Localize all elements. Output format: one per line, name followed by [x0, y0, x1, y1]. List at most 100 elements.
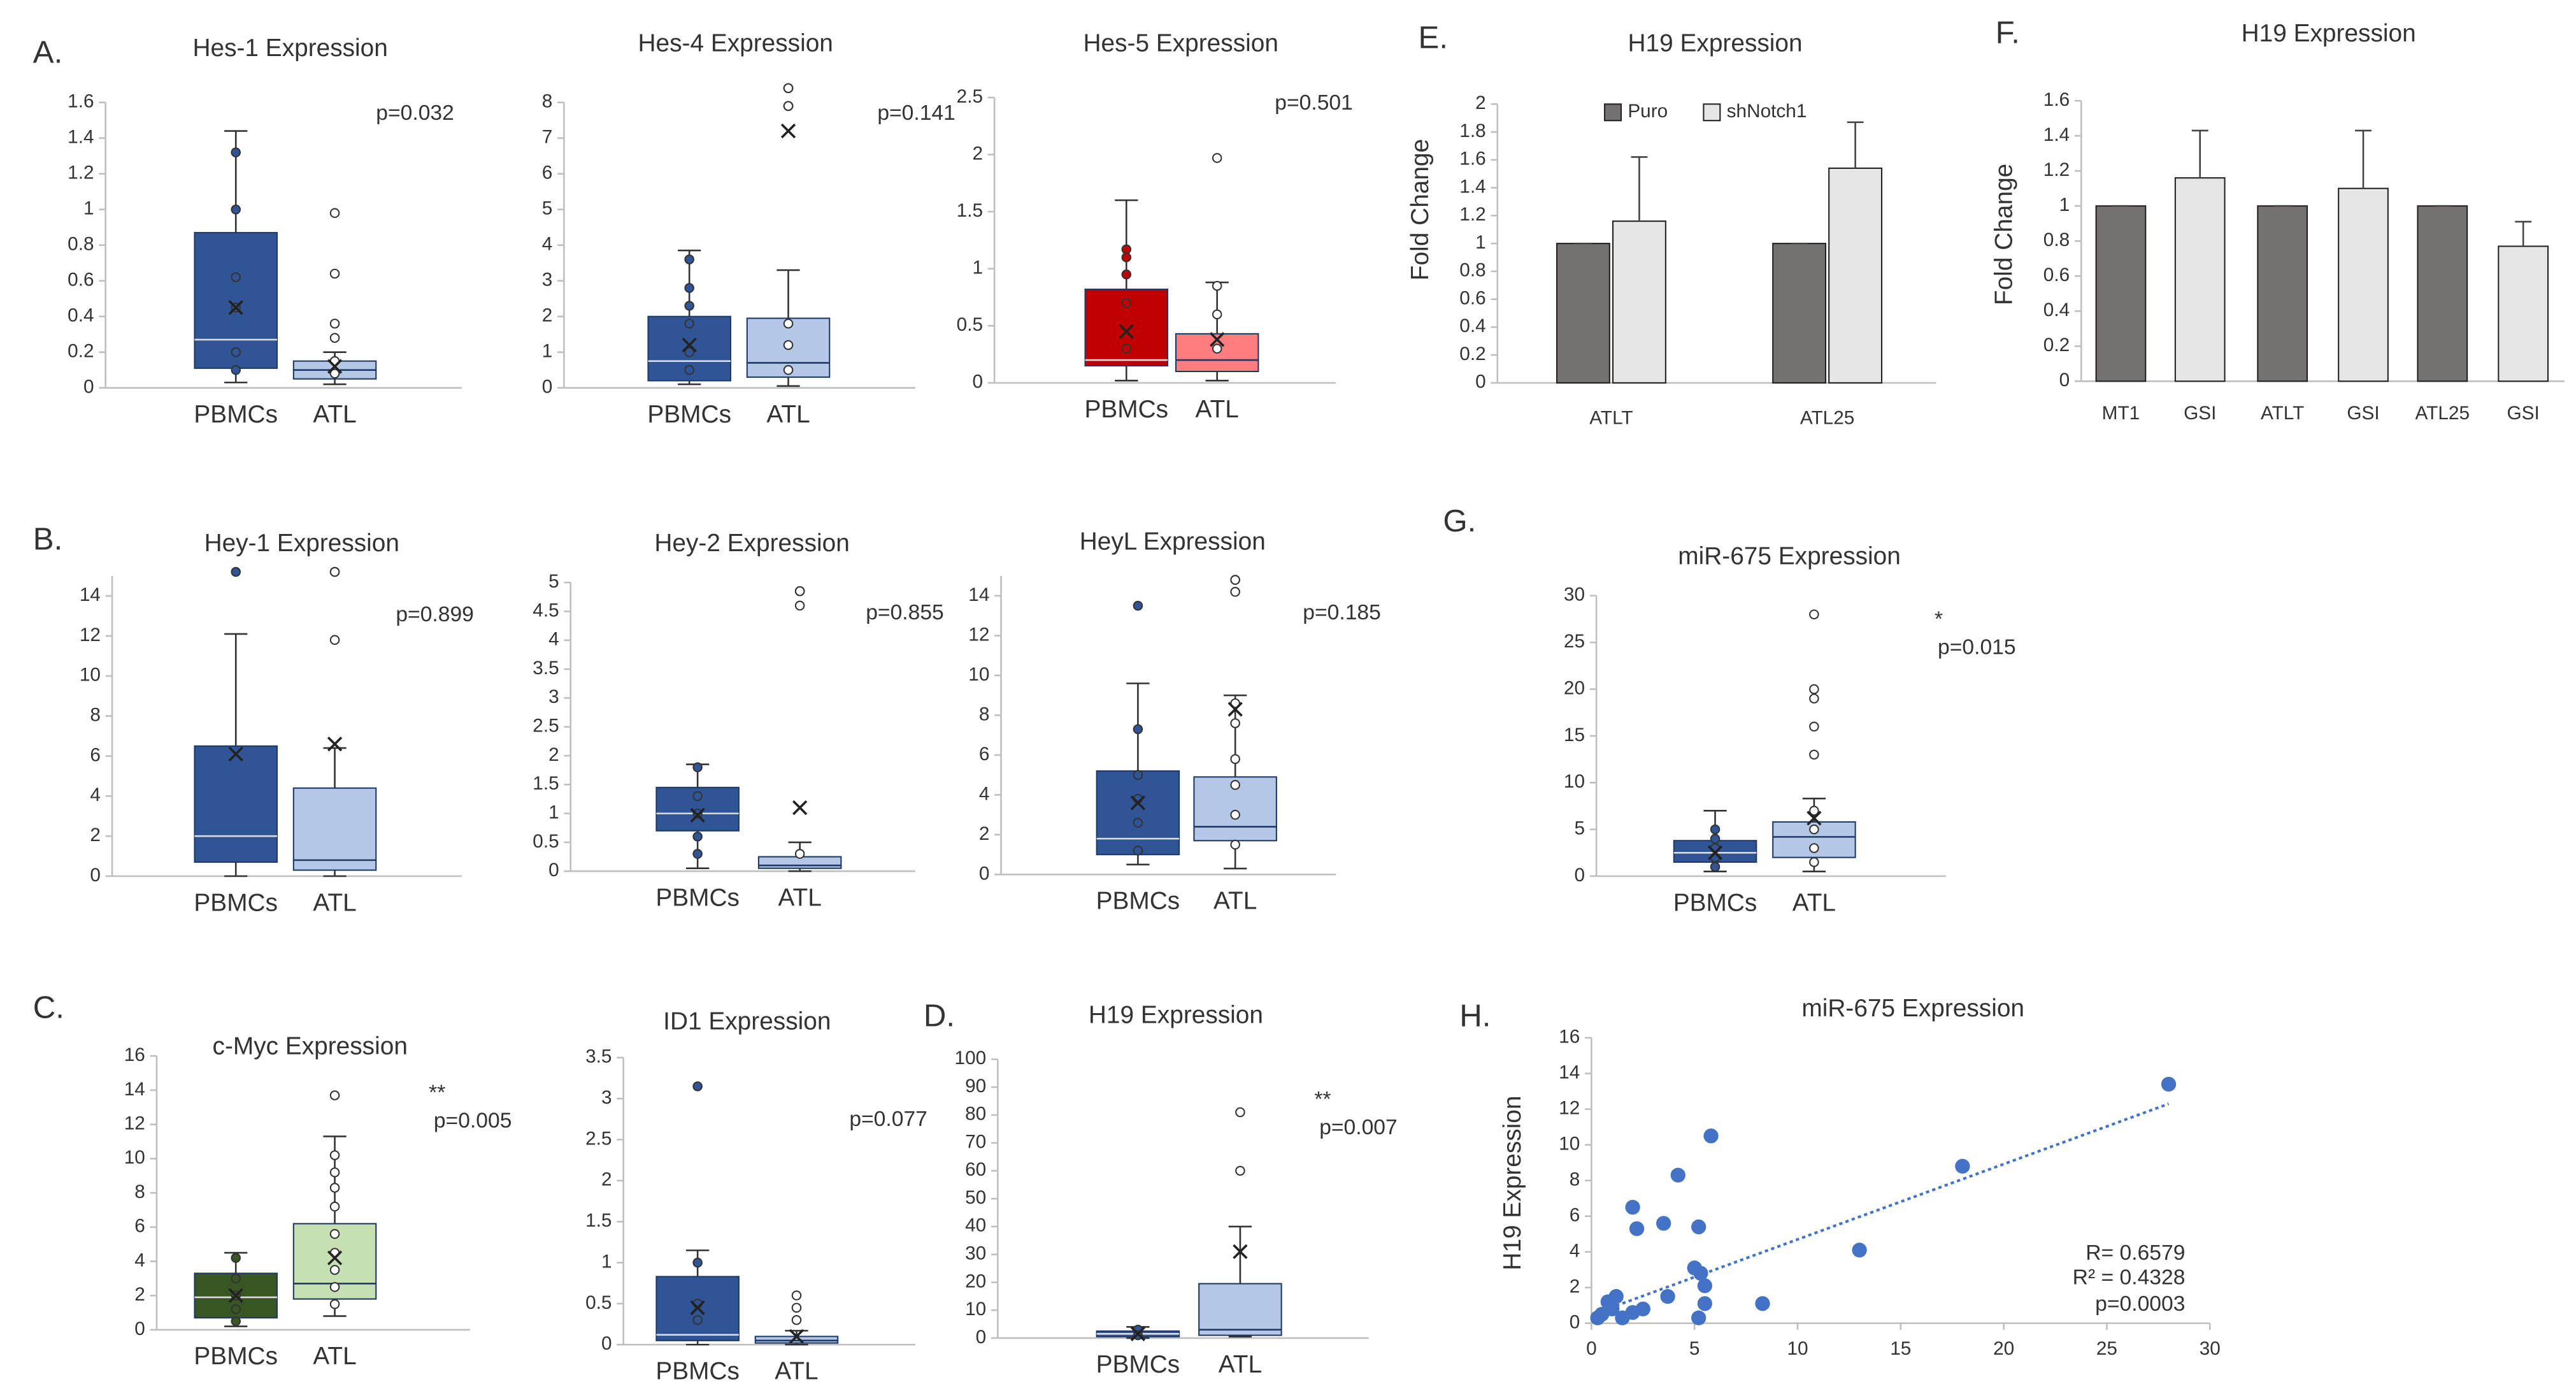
x-tick-label: PBMCs — [1096, 1351, 1180, 1378]
data-point — [1212, 343, 1222, 354]
y-tick-label: 2 — [601, 1169, 612, 1190]
y-tick-label: 50 — [965, 1187, 986, 1208]
data-point — [1809, 749, 1819, 760]
data-point — [329, 1265, 340, 1275]
y-tick-label: 5 — [548, 571, 559, 592]
data-point — [1809, 684, 1819, 695]
data-point — [1121, 252, 1132, 263]
y-tick-label: 1.5 — [957, 200, 983, 221]
y-tick-label: 1.2 — [1459, 204, 1485, 225]
data-point — [1710, 861, 1721, 872]
y-tick-label: 0 — [976, 1327, 987, 1348]
y-tick-label: 6 — [542, 162, 553, 184]
data-point — [1809, 609, 1819, 619]
y-tick-label: 0 — [90, 865, 101, 886]
data-point — [1133, 724, 1143, 735]
y-tick-label: 10 — [124, 1147, 145, 1168]
chart-title: Hes-1 Expression — [192, 34, 387, 62]
data-point — [329, 1150, 340, 1160]
data-point — [231, 1273, 241, 1284]
data-point — [1133, 600, 1143, 611]
x-tick-label: 15 — [1890, 1338, 1911, 1359]
data-point — [1235, 1107, 1245, 1118]
panel-label: H. — [1459, 998, 1491, 1034]
data-point — [684, 254, 694, 264]
data-point — [231, 147, 241, 157]
x-tick-label: ATL — [313, 889, 356, 916]
data-point — [794, 586, 805, 596]
data-point — [329, 1167, 340, 1178]
data-point — [329, 208, 340, 219]
y-axis-label: Fold Change — [1406, 139, 1434, 280]
chart-title: c-Myc Expression — [213, 1032, 408, 1060]
y-tick-label: 1.8 — [1459, 120, 1485, 141]
y-tick-label: 0 — [1574, 865, 1585, 886]
data-point — [1605, 1301, 1620, 1316]
data-point — [684, 283, 694, 293]
y-tick-label: 10 — [965, 1299, 986, 1320]
data-point — [329, 268, 340, 279]
bar — [2095, 205, 2147, 382]
y-tick-label: 3.5 — [533, 658, 559, 679]
data-point — [692, 791, 703, 802]
x-tick-label: GSI — [2507, 403, 2540, 424]
box — [292, 787, 377, 871]
x-tick-label: 25 — [2096, 1338, 2117, 1359]
y-tick-label: 4 — [548, 629, 559, 650]
data-point — [1212, 309, 1222, 320]
y-tick-label: 6 — [134, 1216, 145, 1237]
y-tick-label: 1.5 — [585, 1210, 612, 1231]
mean-marker — [1130, 1326, 1146, 1341]
y-tick-label: 1.5 — [533, 773, 559, 794]
box — [1198, 1283, 1282, 1336]
data-point — [1133, 770, 1143, 780]
mean-marker — [228, 746, 243, 762]
annotation: ** — [1314, 1088, 1331, 1111]
x-tick-label: PBMCs — [194, 401, 278, 428]
x-tick-label: ATL25 — [1800, 408, 1855, 429]
data-point — [1121, 244, 1132, 255]
y-tick-label: 0.8 — [1459, 260, 1485, 281]
data-point — [231, 272, 241, 282]
data-point — [1235, 1165, 1245, 1176]
annotation: * — [1935, 608, 1943, 631]
chart-title: HeyL Expression — [1080, 528, 1266, 555]
y-tick-label: 10 — [1559, 1134, 1580, 1155]
box — [194, 232, 278, 369]
y-tick-label: 1.2 — [2043, 159, 2070, 180]
x-tick-label: ATL — [1219, 1351, 1262, 1378]
bar — [1556, 243, 1610, 384]
y-tick-label: 2.5 — [585, 1128, 612, 1149]
mean-marker — [327, 359, 343, 374]
mean-marker — [792, 800, 808, 816]
data-point — [1212, 280, 1222, 291]
y-tick-label: 14 — [80, 584, 101, 605]
panel-label: F. — [1996, 15, 2020, 50]
data-point — [692, 849, 703, 859]
data-point — [1625, 1200, 1640, 1215]
y-tick-label: 12 — [968, 624, 989, 645]
data-point — [231, 204, 241, 215]
x-tick-label: ATL — [766, 401, 810, 428]
mean-marker — [1807, 811, 1822, 826]
y-tick-label: 8 — [1570, 1169, 1580, 1190]
x-tick-label: PBMCs — [1096, 888, 1180, 915]
y-tick-label: 25 — [1564, 631, 1585, 652]
y-axis-label: Fold Change — [1990, 164, 2017, 305]
data-point — [1809, 721, 1819, 732]
y-tick-label: 16 — [124, 1044, 145, 1065]
data-point — [329, 319, 340, 329]
data-point — [1691, 1310, 1707, 1325]
y-tick-label: 0 — [979, 863, 990, 884]
data-point — [329, 635, 340, 645]
data-point — [1809, 805, 1819, 816]
x-tick-label: ATL25 — [2415, 403, 2470, 424]
data-point — [791, 1315, 802, 1325]
y-tick-label: 1.4 — [2043, 124, 2070, 145]
data-point — [1121, 269, 1132, 280]
chart-title: Hes-5 Expression — [1083, 29, 1278, 57]
y-tick-label: 1.4 — [68, 127, 94, 148]
y-tick-label: 3 — [601, 1087, 612, 1108]
y-tick-label: 2 — [542, 305, 553, 326]
y-tick-label: 8 — [90, 705, 101, 726]
